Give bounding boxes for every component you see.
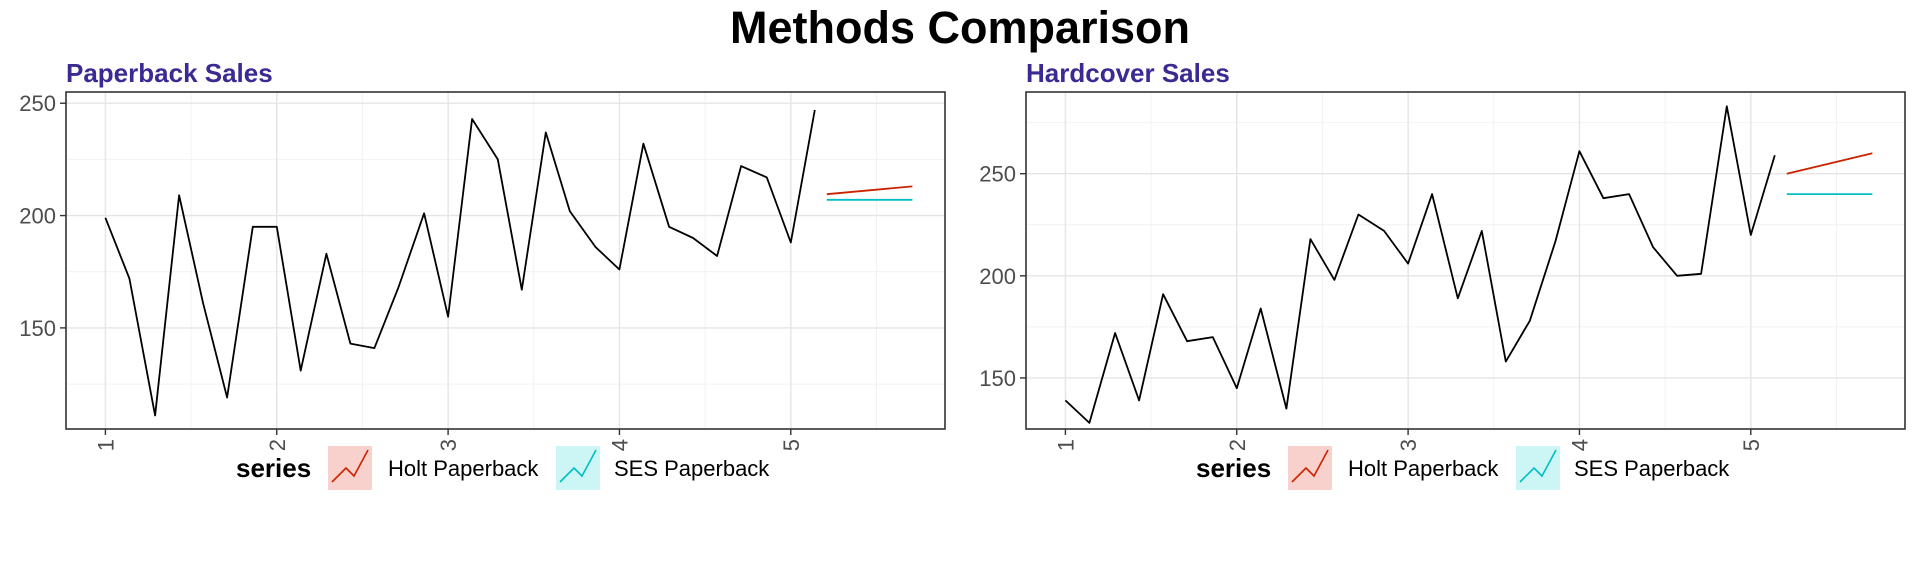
panel-border — [1025, 91, 1906, 430]
x-tick-label: 3 — [436, 439, 461, 451]
panel-title: Hardcover Sales — [1026, 60, 1230, 88]
x-tick-label: 2 — [1225, 439, 1250, 451]
y-tick-label: 250 — [19, 91, 56, 116]
x-tick-label: 5 — [1739, 439, 1764, 451]
x-tick-label: 2 — [265, 439, 290, 451]
legend-label: SES Paperback — [614, 456, 770, 481]
legend-title: series — [1196, 453, 1271, 483]
legend-item: SES Paperback — [556, 446, 770, 490]
plot-area — [66, 92, 945, 429]
chart-title: Methods Comparison — [729, 2, 1191, 53]
legend-item: Holt Paperback — [1288, 446, 1499, 490]
paperback-chart: Paperback Sales 150 200 250 1 2 3 4 5 series Holt … — [19, 60, 946, 490]
plot-area — [1026, 92, 1905, 429]
y-tick-label: 150 — [979, 366, 1016, 391]
legend-line-icon — [331, 449, 369, 483]
legend-key — [556, 446, 600, 490]
y-tick-label: 200 — [19, 204, 56, 229]
observed-sales-line — [104, 109, 816, 417]
panel-title: Paperback Sales — [66, 60, 273, 88]
legend-label: SES Paperback — [1574, 456, 1730, 481]
legend-label: Holt Paperback — [1348, 456, 1499, 481]
hardcover-panel: Hardcover Sales 150 200 250 1 2 3 4 5 series Holt … — [960, 60, 1920, 576]
holt-forecast-line — [826, 185, 913, 196]
legend-line-icon — [1291, 449, 1329, 483]
observed-sales-line — [1064, 105, 1776, 424]
y-tick-label: 250 — [979, 162, 1016, 187]
legend-line-icon — [1519, 449, 1557, 483]
x-tick-label: 1 — [93, 439, 118, 451]
hardcover-chart: Hardcover Sales 150 200 250 1 2 3 4 5 series Holt … — [979, 60, 1906, 490]
x-tick-label: 1 — [1053, 439, 1078, 451]
holt-forecast-line — [1786, 152, 1873, 175]
legend-key — [1516, 446, 1560, 490]
legend-line-icon — [559, 449, 597, 483]
panel-border — [65, 91, 946, 430]
x-tick-label: 4 — [1567, 439, 1592, 451]
legend-key — [328, 446, 372, 490]
x-tick-label: 5 — [779, 439, 804, 451]
legend-item: SES Paperback — [1516, 446, 1730, 490]
x-tick-label: 3 — [1396, 439, 1421, 451]
legend-title: series — [236, 453, 311, 483]
paperback-panel: Paperback Sales 150 200 250 1 2 3 4 5 series Holt … — [0, 60, 960, 576]
y-tick-label: 200 — [979, 264, 1016, 289]
legend-key — [1288, 446, 1332, 490]
x-tick-label: 4 — [607, 439, 632, 451]
legend-item: Holt Paperback — [328, 446, 539, 490]
y-tick-label: 150 — [19, 316, 56, 341]
legend-label: Holt Paperback — [388, 456, 539, 481]
